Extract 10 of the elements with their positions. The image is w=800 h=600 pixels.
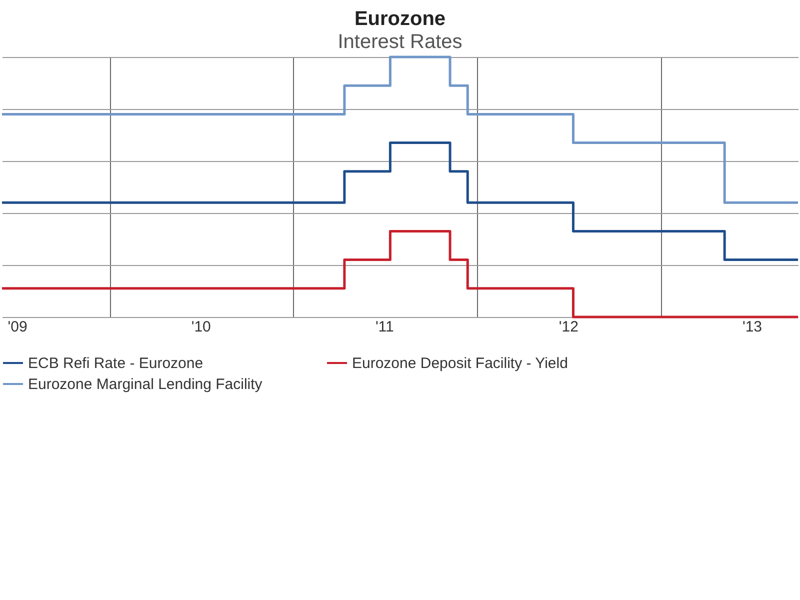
x-tick-label: '12 [558,318,578,336]
legend-label: Eurozone Marginal Lending Facility [28,376,263,393]
x-tick-label: '10 [191,318,211,336]
legend-label: ECB Refi Rate - Eurozone [28,355,204,372]
x-tick-label: '11 [375,318,394,336]
legend-label: Eurozone Deposit Facility - Yield [352,355,568,372]
x-tick-label: '13 [742,318,762,336]
chart-title: Eurozone [354,8,446,30]
x-tick-label: '09 [8,318,28,336]
chart-subtitle: Interest Rates [338,30,462,53]
